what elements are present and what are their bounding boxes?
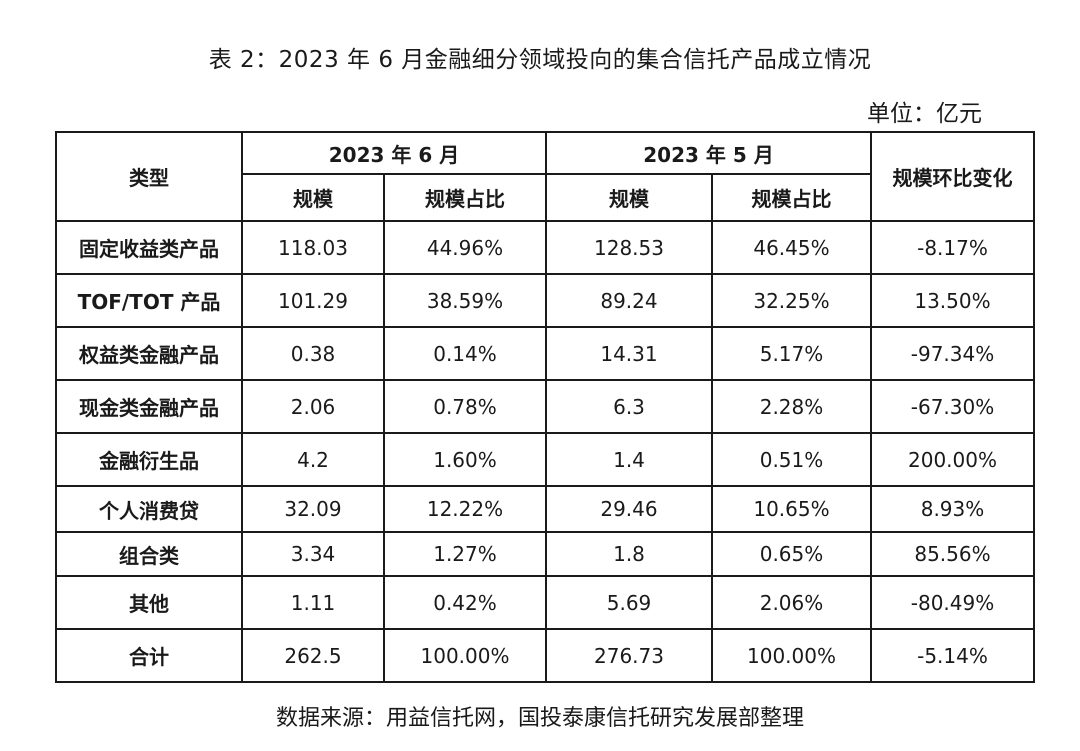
june-share-cell: 0.78%: [383, 379, 547, 434]
june-scale-cell: 32.09: [241, 485, 385, 533]
row-category: TOF/TOT 产品: [55, 273, 243, 328]
change-cell: 85.56%: [870, 531, 1035, 577]
table-row: 固定收益类产品 118.03 44.96% 128.53 46.45% -8.1…: [55, 220, 1035, 275]
may-share-cell: 100.00%: [711, 628, 872, 683]
june-share-cell: 0.14%: [383, 326, 547, 381]
header-may: 2023 年 5 月: [545, 131, 872, 175]
june-scale-cell: 101.29: [241, 273, 385, 328]
change-cell: -97.34%: [870, 326, 1035, 381]
table-row: TOF/TOT 产品 101.29 38.59% 89.24 32.25% 13…: [55, 273, 1035, 328]
change-cell: 200.00%: [870, 432, 1035, 487]
data-table: 类型 2023 年 6 月 2023 年 5 月 规模环比变化 规模 规模占比 …: [55, 131, 1035, 683]
may-share-cell: 2.06%: [711, 575, 872, 630]
table-row-total: 合计 262.5 100.00% 276.73 100.00% -5.14%: [55, 628, 1035, 683]
row-category: 金融衍生品: [55, 432, 243, 487]
may-scale-cell: 128.53: [545, 220, 713, 275]
header-june-scale: 规模: [241, 173, 385, 222]
change-cell: -8.17%: [870, 220, 1035, 275]
row-category: 其他: [55, 575, 243, 630]
table-title: 表 2：2023 年 6 月金融细分领域投向的集合信托产品成立情况: [208, 47, 872, 73]
change-cell: 13.50%: [870, 273, 1035, 328]
june-scale-cell: 2.06: [241, 379, 385, 434]
june-scale-cell: 3.34: [241, 531, 385, 577]
may-share-cell: 5.17%: [711, 326, 872, 381]
may-scale-cell: 1.4: [545, 432, 713, 487]
table-row: 组合类 3.34 1.27% 1.8 0.65% 85.56%: [55, 531, 1035, 577]
table-row: 现金类金融产品 2.06 0.78% 6.3 2.28% -67.30%: [55, 379, 1035, 434]
row-category: 权益类金融产品: [55, 326, 243, 381]
may-scale-cell: 5.69: [545, 575, 713, 630]
header-june-share: 规模占比: [383, 173, 547, 222]
header-type: 类型: [55, 131, 243, 222]
table-row: 权益类金融产品 0.38 0.14% 14.31 5.17% -97.34%: [55, 326, 1035, 381]
may-scale-cell: 1.8: [545, 531, 713, 577]
may-scale-cell: 29.46: [545, 485, 713, 533]
may-share-cell: 0.65%: [711, 531, 872, 577]
june-scale-cell: 1.11: [241, 575, 385, 630]
june-share-cell: 44.96%: [383, 220, 547, 275]
header-may-scale: 规模: [545, 173, 713, 222]
row-category: 固定收益类产品: [55, 220, 243, 275]
row-category: 合计: [55, 628, 243, 683]
header-june: 2023 年 6 月: [241, 131, 547, 175]
june-share-cell: 0.42%: [383, 575, 547, 630]
june-share-cell: 38.59%: [383, 273, 547, 328]
unit-label: 单位：亿元: [867, 101, 982, 127]
may-scale-cell: 6.3: [545, 379, 713, 434]
table-row: 金融衍生品 4.2 1.60% 1.4 0.51% 200.00%: [55, 432, 1035, 487]
header-change: 规模环比变化: [870, 131, 1035, 222]
table-row: 其他 1.11 0.42% 5.69 2.06% -80.49%: [55, 575, 1035, 630]
row-category: 现金类金融产品: [55, 379, 243, 434]
june-scale-cell: 262.5: [241, 628, 385, 683]
change-cell: -80.49%: [870, 575, 1035, 630]
june-share-cell: 1.27%: [383, 531, 547, 577]
june-share-cell: 100.00%: [383, 628, 547, 683]
source-note: 数据来源：用益信托网，国投泰康信托研究发展部整理: [275, 706, 804, 731]
header-may-share: 规模占比: [711, 173, 872, 222]
may-share-cell: 2.28%: [711, 379, 872, 434]
may-scale-cell: 89.24: [545, 273, 713, 328]
june-scale-cell: 118.03: [241, 220, 385, 275]
may-share-cell: 0.51%: [711, 432, 872, 487]
row-category: 个人消费贷: [55, 485, 243, 533]
june-scale-cell: 0.38: [241, 326, 385, 381]
june-scale-cell: 4.2: [241, 432, 385, 487]
table-row: 个人消费贷 32.09 12.22% 29.46 10.65% 8.93%: [55, 485, 1035, 533]
june-share-cell: 1.60%: [383, 432, 547, 487]
may-scale-cell: 276.73: [545, 628, 713, 683]
change-cell: 8.93%: [870, 485, 1035, 533]
row-category: 组合类: [55, 531, 243, 577]
may-share-cell: 46.45%: [711, 220, 872, 275]
may-scale-cell: 14.31: [545, 326, 713, 381]
change-cell: -5.14%: [870, 628, 1035, 683]
may-share-cell: 32.25%: [711, 273, 872, 328]
may-share-cell: 10.65%: [711, 485, 872, 533]
change-cell: -67.30%: [870, 379, 1035, 434]
june-share-cell: 12.22%: [383, 485, 547, 533]
